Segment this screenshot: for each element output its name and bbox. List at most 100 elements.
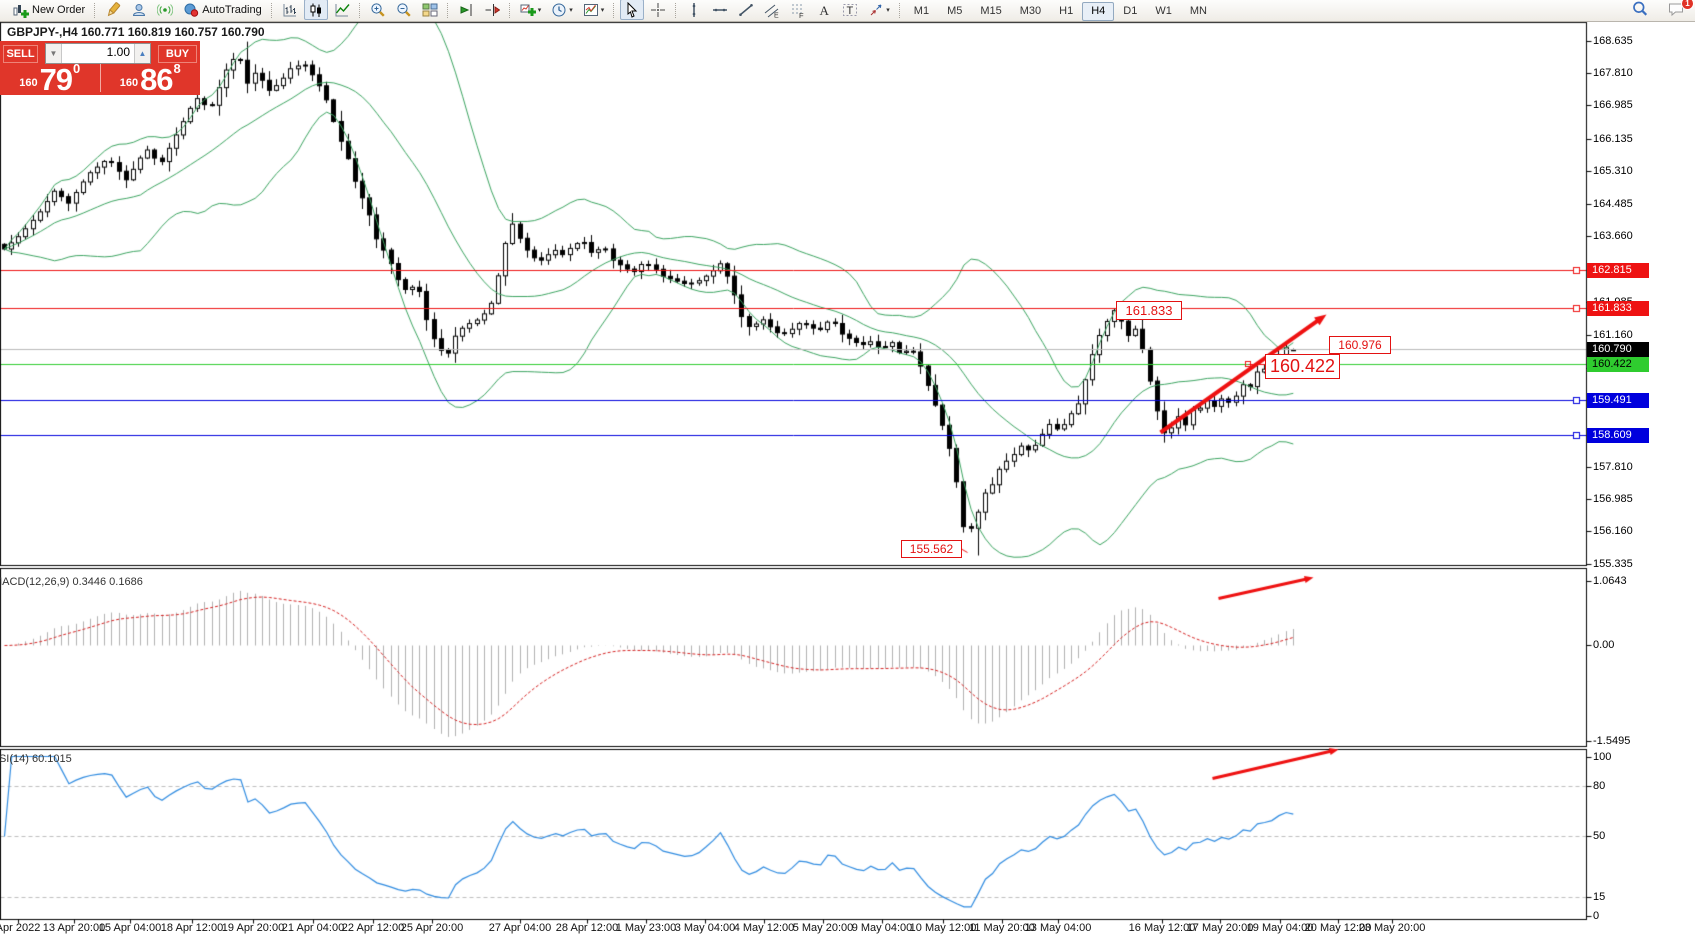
timeframe-m15[interactable]: M15 [980,4,1002,17]
price-callout[interactable]: 160.976 [1329,336,1391,354]
zoom-out-icon [397,2,411,17]
auto-scroll-button[interactable] [454,0,478,20]
candlestick-chart-button[interactable] [303,0,328,20]
timeframe-m5[interactable]: M5 [947,4,963,17]
text-button[interactable]: A [812,0,836,20]
new-order-label: New Order [32,3,86,16]
bar-chart-button[interactable] [278,0,302,20]
periods-button[interactable]: ▾ [547,0,577,20]
tile-windows-icon [422,3,438,16]
sell-price[interactable]: 160 79 0 [0,61,100,97]
chart-shift-icon [485,3,500,16]
volume-decrease-button[interactable]: ▼ [46,44,62,63]
notifications-button[interactable]: 1 [1664,0,1694,21]
cursor-button[interactable] [620,0,645,20]
toolbar-separator [446,2,449,18]
new-chart-button[interactable]: ▾ [516,0,546,20]
new-order-button[interactable]: New Order [9,0,89,20]
timeframe-mn[interactable]: MN [1189,4,1207,17]
zoom-in-icon [371,2,385,17]
candlestick-chart-icon [310,3,321,17]
expert-advisors-icon [133,3,146,16]
timeframe-d1[interactable]: D1 [1123,4,1138,17]
toolbar-separator [675,2,677,18]
chevron-down-icon: ▼ [49,49,58,58]
equidistant-channel-icon: E [764,4,779,18]
expert-advisors-button[interactable] [127,0,151,20]
text-label-button[interactable]: T [838,0,862,20]
new-chart-icon [520,4,536,16]
macd-label: MACD(12,26,9) 0.3446 0.1686 [0,576,143,588]
metaeditor-button[interactable] [101,0,125,20]
auto-scroll-icon [460,3,472,16]
trade-panel-divider [99,64,101,92]
search-button[interactable] [1628,0,1652,21]
arrows-button[interactable]: ▾ [864,0,894,20]
toolbar: New Order AutoTrading ▾ ▾ ▾ E F A T ▾ M1 M5 M15 M30 H… [0,0,1695,22]
new-order-icon [13,4,29,18]
line-chart-icon [335,3,350,16]
svg-text:A: A [820,3,830,18]
autotrading-button[interactable]: AutoTrading [179,0,266,20]
buy-price-point: 8 [173,61,181,76]
line-chart-button[interactable] [330,0,354,20]
equidistant-channel-button[interactable]: E [760,0,784,20]
previous-toolbar-icon-partial [0,0,8,18]
timeframe-h4[interactable]: H4 [1082,1,1115,21]
bar-chart-icon [283,3,296,16]
metaeditor-icon [107,1,121,16]
toolbar-separator [898,2,901,18]
volume-control: ▼ 1.00 ▲ [45,43,151,64]
horizontal-line-button[interactable] [708,0,732,20]
toolbar-left-group: New Order AutoTrading ▾ ▾ ▾ E F A T ▾ [0,0,905,23]
vertical-line-icon [692,2,696,17]
sell-button[interactable]: SELL [3,44,38,63]
toolbar-right-group: 1 [1627,0,1695,21]
price-callout[interactable]: 160.422 [1265,354,1340,379]
trendline-button[interactable] [734,0,758,20]
volume-increase-button[interactable]: ▲ [134,44,150,63]
buy-button[interactable]: BUY [158,44,197,63]
svg-text:T: T [847,5,854,17]
templates-button[interactable]: ▾ [579,0,609,20]
notification-badge: 1 [1681,0,1694,10]
timeframe-m1[interactable]: M1 [913,4,930,17]
horizontal-line-icon [713,8,728,11]
chart-title: GBPJPY-,H4 160.771 160.819 160.757 160.7… [7,25,265,39]
sell-price-pips: 79 [39,62,73,97]
cursor-icon [627,1,638,18]
buy-price[interactable]: 160 86 8 [101,61,201,95]
text-icon: A [820,3,830,18]
volume-input[interactable]: 1.00 [106,45,130,59]
trendline-icon [739,3,754,16]
chevron-down-icon: ▾ [600,6,605,14]
crosshair-button[interactable] [646,0,670,20]
vertical-line-button[interactable] [682,0,706,20]
signals-button[interactable] [153,0,177,20]
fibonacci-icon: F [792,4,805,18]
crosshair-icon [651,2,666,17]
price-callout[interactable]: 161.833 [1116,301,1182,320]
chevron-down-icon: ▾ [569,6,573,14]
search-icon [1633,1,1648,16]
toolbar-separator [94,2,96,18]
zoom-out-button[interactable] [392,0,416,20]
buy-price-big-figure: 160 [119,77,139,89]
zoom-in-button[interactable] [366,0,390,20]
timeframe-h1[interactable]: H1 [1059,4,1074,17]
chevron-up-icon: ▲ [138,49,147,58]
tile-windows-button[interactable] [418,0,442,20]
price-callout[interactable]: 155.562 [901,540,962,558]
chart-shift-button[interactable] [480,0,504,20]
sell-price-big-figure: 160 [19,77,38,89]
timeframe-w1[interactable]: W1 [1155,4,1172,17]
autotrading-icon [184,3,199,17]
fibonacci-button[interactable]: F [786,0,810,20]
toolbar-separator [270,2,273,18]
periods-icon [552,3,566,16]
timeframe-m30[interactable]: M30 [1019,4,1042,17]
toolbar-separator [358,2,361,18]
arrows-icon [870,4,882,15]
sell-price-point: 0 [73,61,81,76]
